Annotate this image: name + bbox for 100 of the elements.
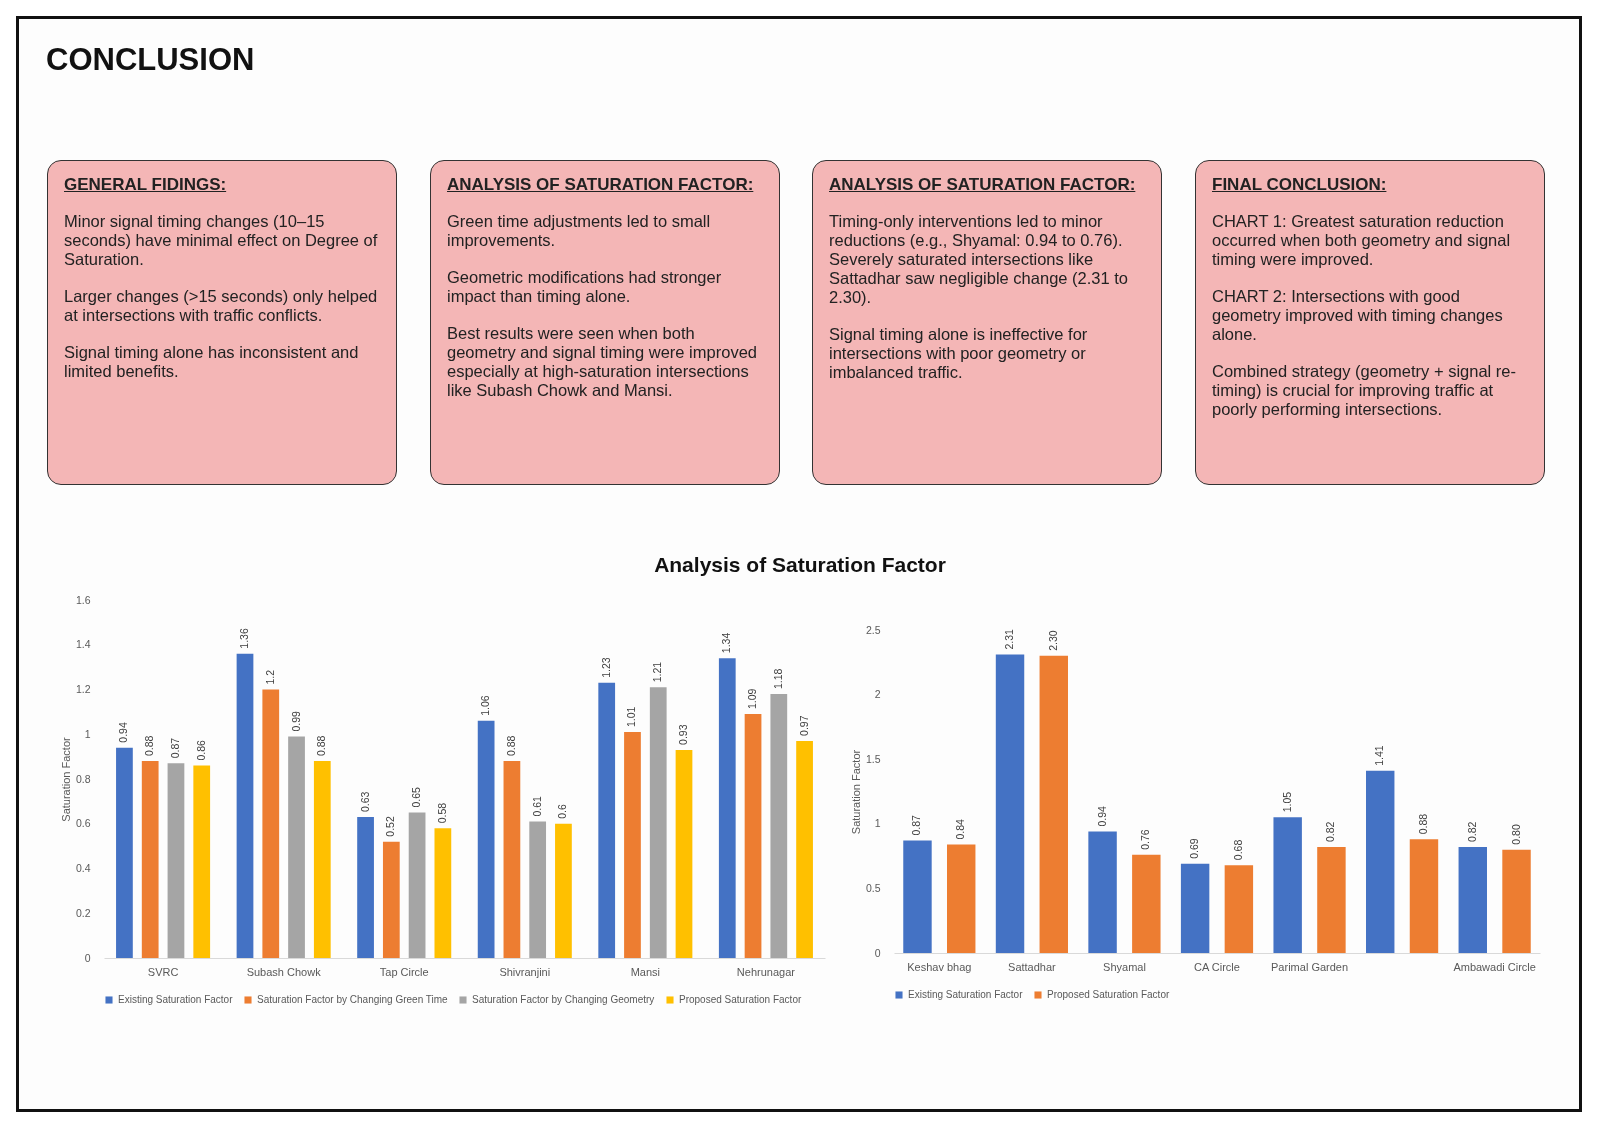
text: Combined strategy (geometry + signal re-timing) is crucial for improving traffic at poorly performing intersections. xyxy=(1212,362,1517,419)
data-label: 0.88 xyxy=(504,735,517,757)
data-label: 1.2 xyxy=(263,669,276,685)
bar xyxy=(947,844,976,953)
bar xyxy=(313,761,331,958)
y-tick-label: 0.6 xyxy=(75,817,91,830)
text: Best results were seen when both geometry and signal timing were improved especially at high-saturation intersections like Subash Chowk and Mansi. xyxy=(447,324,758,400)
y-tick-label: 0.2 xyxy=(75,906,91,919)
data-label: 0.87 xyxy=(168,737,181,759)
bar xyxy=(262,689,280,958)
x-tick-label: Shivranjini xyxy=(499,965,551,978)
data-label: 2.31 xyxy=(1003,628,1016,650)
text: GENERAL FIDINGS: xyxy=(64,175,228,194)
data-label: 0.88 xyxy=(315,735,328,757)
data-label: 0.69 xyxy=(1188,838,1201,859)
legend-label: Saturation Factor by Changing Geometry xyxy=(472,994,655,1005)
bar xyxy=(1502,849,1531,953)
bar xyxy=(1224,865,1254,953)
y-tick-label: 0.8 xyxy=(75,772,91,785)
bar xyxy=(796,740,813,958)
text: Minor signal timing changes (10–15 seconds) have minimal effect on Degree of Saturation. xyxy=(64,212,379,269)
data-label: 0.82 xyxy=(1465,821,1478,843)
text: Larger changes (>15 seconds) only helped at intersections with traffic conflicts. xyxy=(64,287,379,325)
data-label: 1.36 xyxy=(238,628,250,649)
bar xyxy=(141,761,159,958)
bar xyxy=(167,763,185,958)
bar xyxy=(288,736,305,958)
data-label: 1.06 xyxy=(479,695,492,716)
bar xyxy=(718,658,736,958)
data-label: 0.84 xyxy=(954,818,967,840)
legend-label: Proposed Saturation Factor xyxy=(679,994,802,1005)
data-label: 0.97 xyxy=(797,715,810,736)
x-tick-label: Nehrunagar xyxy=(736,965,796,978)
data-label: 0.63 xyxy=(358,791,371,813)
data-label: 0.94 xyxy=(117,722,130,743)
text: ANALYSIS OF SATURATION FACTOR: xyxy=(829,175,1137,194)
text: FINAL CONCLUSION: xyxy=(1212,175,1388,194)
data-label: 0.82 xyxy=(1324,821,1337,843)
bar xyxy=(1409,839,1439,953)
text: Signal timing alone is ineffective for intersections with poor geometry or imbalanced traffic. xyxy=(829,325,1089,382)
x-tick-label: CA Circle xyxy=(1194,960,1240,973)
caption: CHART 2: Intersections with good geometry improved with timing changes alone. xyxy=(1212,287,1504,344)
y-tick-label: 0 xyxy=(84,951,91,964)
text: Geometric modifications had stronger impact than timing alone. xyxy=(447,268,723,306)
data-label: 0.76 xyxy=(1139,829,1152,850)
bar xyxy=(675,749,693,958)
y-tick-label: 0.5 xyxy=(865,881,881,894)
bar xyxy=(1039,655,1068,953)
bar xyxy=(382,841,400,958)
bar xyxy=(1273,817,1302,953)
caption: CHART 1: Greatest saturation reduction occurred when both geometry and signal timing were improved. xyxy=(1212,212,1512,269)
bar xyxy=(1366,770,1395,953)
x-tick-label: Mansi xyxy=(630,965,661,978)
bar xyxy=(995,654,1025,953)
legend-label: Existing Saturation Factor xyxy=(118,994,234,1005)
data-label: 0.94 xyxy=(1095,805,1108,827)
x-tick-label: SVRC xyxy=(147,965,179,978)
x-tick-label: Shyamal xyxy=(1103,960,1146,973)
bar xyxy=(503,761,521,958)
y-tick-label: 2.5 xyxy=(865,623,881,636)
bar xyxy=(116,747,133,958)
data-label: 0.80 xyxy=(1509,824,1522,845)
y-tick-label: 1.5 xyxy=(865,752,881,765)
bar xyxy=(649,687,667,958)
bar xyxy=(193,765,211,958)
x-tick-label: Subash Chowk xyxy=(246,965,322,978)
data-label: 0.58 xyxy=(435,802,448,824)
data-label: 0.6 xyxy=(556,803,569,819)
bar xyxy=(1088,831,1117,953)
data-label: 0.65 xyxy=(410,786,423,808)
y-axis-title: Saturation Factor xyxy=(59,736,72,822)
y-tick-label: 0 xyxy=(874,946,881,959)
bar xyxy=(529,821,547,958)
x-tick-label: Keshav bhag xyxy=(907,960,972,973)
data-label: 0.88 xyxy=(143,735,156,757)
text: ANALYSIS OF SATURATION FACTOR: xyxy=(447,175,755,194)
y-tick-label: 0.4 xyxy=(75,862,91,874)
bar xyxy=(555,823,572,958)
y-tick-label: 1.4 xyxy=(75,638,91,651)
bar xyxy=(357,817,374,958)
bar xyxy=(598,682,616,958)
data-label: 1.41 xyxy=(1373,745,1386,766)
bar xyxy=(1132,854,1161,953)
x-tick-label: Parimal Garden xyxy=(1271,960,1349,973)
y-axis-title: Saturation Factor xyxy=(849,749,862,835)
data-label: 0.68 xyxy=(1231,839,1244,861)
data-label: 0.52 xyxy=(384,816,397,837)
bar xyxy=(624,732,641,958)
text: Signal timing alone has inconsistent and limited benefits. xyxy=(64,343,360,381)
data-label: 0.61 xyxy=(530,795,543,817)
data-label: 1.23 xyxy=(599,657,612,678)
x-tick-label: Sattadhar xyxy=(1008,960,1057,973)
bar xyxy=(903,840,932,953)
x-tick-label: Tap Circle xyxy=(379,965,429,978)
text: Green time adjustments led to small improvements. xyxy=(447,212,712,250)
text: Timing-only interventions led to minor reductions (e.g., Shyamal: 0.94 to 0.76). Severely saturated intersections like Sattadhar saw negligible change (2.31 to 2.30). xyxy=(829,212,1130,307)
text: CONCLUSION xyxy=(46,42,255,78)
bar xyxy=(1458,847,1487,953)
bar xyxy=(408,812,426,958)
data-label: 0.86 xyxy=(194,739,207,761)
